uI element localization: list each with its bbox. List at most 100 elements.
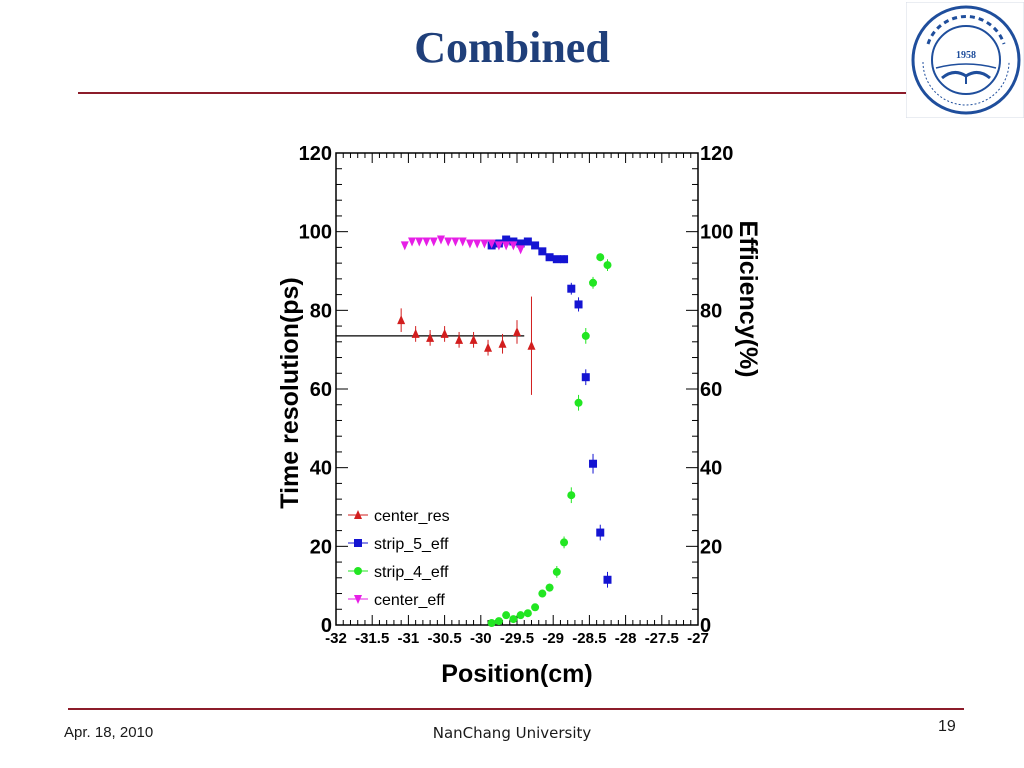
strip-4-eff-point [531, 603, 540, 612]
university-logo: 1958 [905, 1, 1024, 119]
center-eff-point [429, 237, 438, 247]
center-res-point [397, 315, 406, 325]
center-res-point [469, 334, 478, 344]
page-number: 19 [938, 718, 956, 735]
strip-4-eff-point [502, 611, 511, 620]
center-eff-point [516, 245, 525, 255]
orbit-icon [935, 63, 997, 69]
center-eff-point [408, 237, 417, 247]
center-eff-point [473, 239, 482, 249]
x-tick-label: -27 [687, 630, 709, 647]
y-tick-label: 80 [310, 300, 332, 322]
x-tick-label: -29 [542, 630, 564, 647]
strip-4-eff-point [494, 617, 503, 626]
strip-4-eff-point [509, 615, 518, 624]
strip-5-eff-point [603, 575, 612, 584]
y2-tick-label: 100 [700, 222, 733, 244]
center-res-point [513, 326, 521, 336]
strip-5-eff-point [581, 373, 590, 382]
strip-5-eff-point [596, 528, 605, 537]
center-eff-point [436, 235, 445, 245]
strip-5-eff-point [523, 237, 532, 246]
y2-tick-label: 20 [700, 536, 722, 558]
center-eff-point [458, 237, 467, 247]
y2-tick-label: 0 [700, 615, 711, 637]
seal-inner-ring [931, 25, 1001, 95]
strip-4-eff-point [574, 398, 583, 407]
y2-tick-label: 80 [700, 300, 722, 322]
strip-4-eff-point [589, 278, 598, 287]
center-eff-point [480, 239, 489, 249]
x-tick-label: -28.5 [572, 630, 606, 647]
x-tick-label: -31 [398, 630, 420, 647]
center-res-point [498, 338, 507, 348]
center-eff-point [451, 237, 460, 247]
center-res-point [455, 334, 464, 344]
x-tick-label: -31.5 [355, 630, 389, 647]
strip-4-eff-point [567, 491, 576, 500]
strip-5-eff-point [538, 247, 547, 256]
y-tick-label: 40 [310, 458, 332, 480]
strip-4-eff-point [581, 331, 590, 340]
center-eff-point [487, 239, 496, 249]
strip-5-eff-point [545, 253, 554, 262]
strip-5-eff-point [589, 459, 598, 468]
y-tick-label: 20 [310, 536, 332, 558]
seal-year: 1958 [956, 50, 976, 61]
legend-label: center_res [374, 508, 450, 525]
strip-5-eff-point [516, 239, 525, 248]
legend-marker [354, 595, 362, 604]
center-eff-point [465, 239, 474, 249]
strip-4-eff-point [560, 538, 569, 547]
strip-4-eff-point [538, 589, 547, 598]
x-axis-title: Position(cm) [441, 660, 592, 688]
center-eff-point [400, 241, 409, 251]
legend-marker [354, 539, 362, 547]
x-tick-label: -30 [470, 630, 492, 647]
strip-4-eff-point [523, 609, 532, 618]
strip-5-eff-point [502, 235, 511, 244]
center-res-point [426, 332, 435, 342]
y2-tick-label: 40 [700, 458, 722, 480]
footer-university: NanChang University [432, 724, 592, 742]
strip-5-eff-point [531, 241, 540, 250]
y2-axis-title: Efficiency(%) [734, 221, 762, 378]
strip-4-eff-point [516, 611, 525, 620]
legend-label: strip_5_eff [374, 536, 449, 553]
chart-canvas [262, 136, 774, 696]
center-eff-point [509, 241, 518, 251]
y-axis-title: Time resolution(ps) [276, 277, 304, 509]
center-eff-point [502, 241, 511, 251]
title-divider [78, 92, 908, 94]
footer-date: Apr. 18, 2010 [64, 724, 154, 741]
strip-5-eff-point [552, 255, 561, 264]
strip-4-eff-point [603, 261, 612, 270]
strip-5-eff-point [574, 300, 583, 309]
strip-4-eff-point [552, 567, 561, 576]
footer-divider [68, 708, 964, 710]
center-res-point [484, 342, 493, 352]
x-tick-label: -30.5 [427, 630, 461, 647]
center-res-point [440, 328, 449, 338]
center-eff-point [422, 237, 431, 247]
center-eff-point [444, 237, 453, 247]
x-tick-label: -32 [325, 630, 347, 647]
legend-marker [354, 567, 362, 575]
strip-4-eff-point [545, 583, 554, 592]
strip-5-eff-point [560, 255, 569, 264]
y-tick-label: 100 [299, 222, 332, 244]
legend-label: center_eff [374, 592, 445, 609]
center-res-point [411, 328, 420, 338]
y2-tick-label: 60 [700, 379, 722, 401]
slide-title: Combined [414, 23, 610, 72]
x-tick-label: -28 [615, 630, 637, 647]
center-eff-point [415, 237, 424, 247]
y-tick-label: 60 [310, 379, 332, 401]
university-seal-icon: 1958 [905, 1, 1024, 119]
y-tick-label: 120 [299, 143, 332, 165]
strip-5-eff-point [567, 284, 576, 293]
center-res-point [527, 340, 536, 350]
strip-4-eff-point [596, 253, 605, 262]
seal-chinese-characters-icon [926, 14, 1006, 45]
center-eff-point [494, 241, 503, 251]
